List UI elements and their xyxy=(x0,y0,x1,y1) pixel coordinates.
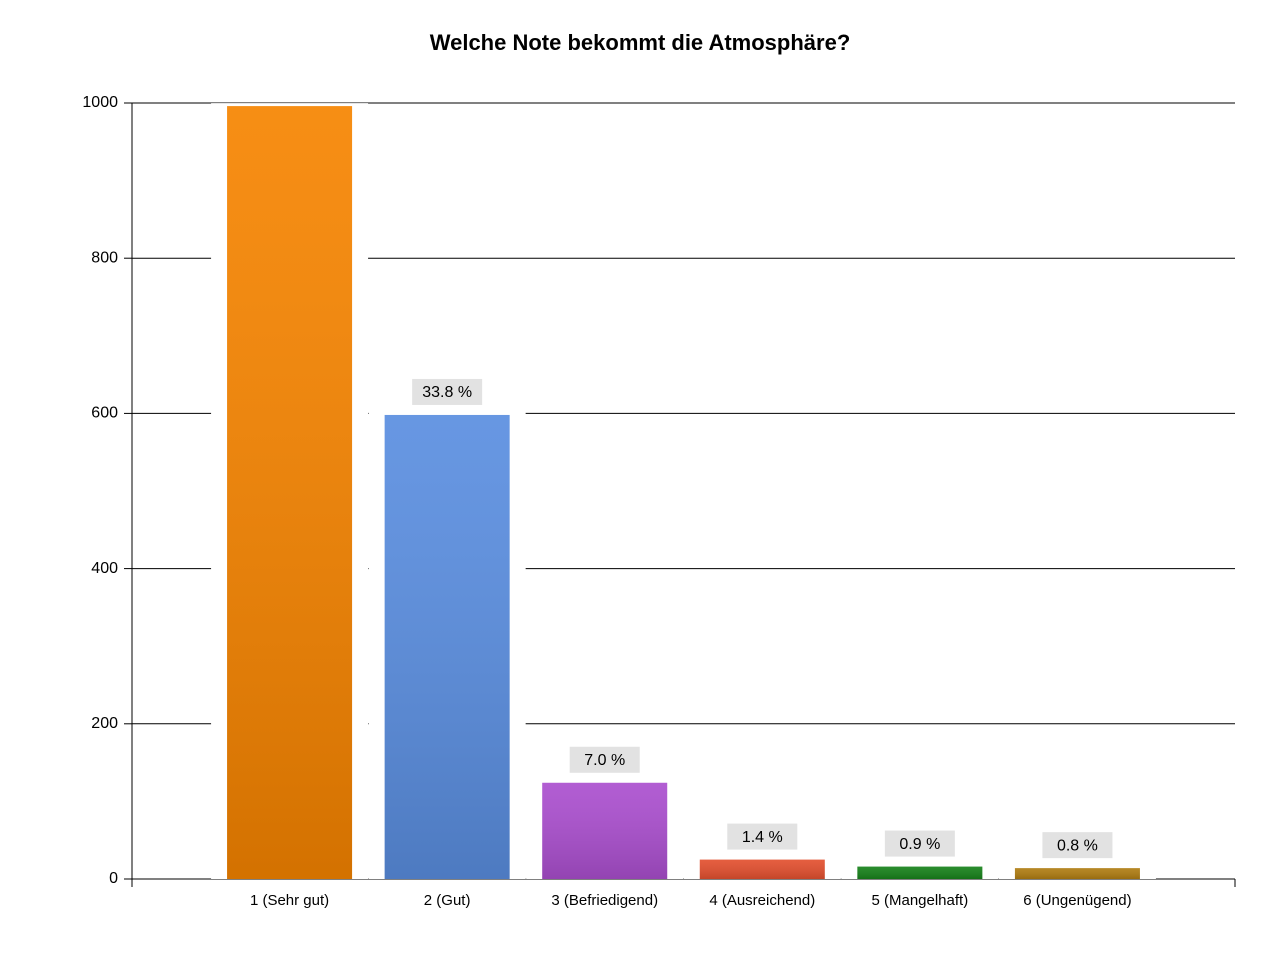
bar-shade xyxy=(699,859,825,879)
bar-shade xyxy=(542,782,668,879)
y-tick-label: 200 xyxy=(91,715,118,732)
data-label: 0.8 % xyxy=(1057,837,1098,854)
data-label-box xyxy=(1042,832,1113,859)
data-label: 0.9 % xyxy=(899,836,940,853)
x-tick-label: 4 (Ausreichend) xyxy=(709,892,815,909)
y-tick-label: 800 xyxy=(91,249,118,266)
x-tick-label: 1 (Sehr gut) xyxy=(250,892,329,909)
data-label-box xyxy=(569,746,640,773)
y-tick-label: 0 xyxy=(109,870,118,887)
x-tick-label: 5 (Mangelhaft) xyxy=(871,892,968,909)
data-label: 33.8 % xyxy=(422,384,472,401)
x-tick-label: 3 (Befriedigend) xyxy=(551,892,658,909)
bar-shade xyxy=(857,866,983,879)
data-label-box xyxy=(884,830,955,857)
data-label-box xyxy=(412,378,483,405)
bar-shade xyxy=(1014,868,1140,879)
x-tick-label: 2 (Gut) xyxy=(424,892,471,909)
data-label: 1.4 % xyxy=(742,829,783,846)
chart-title: Welche Note bekommt die Atmosphäre? xyxy=(430,30,851,55)
x-tick-label: 6 (Ungenügend) xyxy=(1023,892,1131,909)
data-label-box xyxy=(727,823,798,850)
y-tick-label: 600 xyxy=(91,405,118,422)
bar-shade xyxy=(384,414,510,879)
y-tick-label: 1000 xyxy=(82,94,118,111)
bar-shade xyxy=(227,106,353,879)
y-tick-label: 400 xyxy=(91,560,118,577)
data-label: 7.0 % xyxy=(584,752,625,769)
